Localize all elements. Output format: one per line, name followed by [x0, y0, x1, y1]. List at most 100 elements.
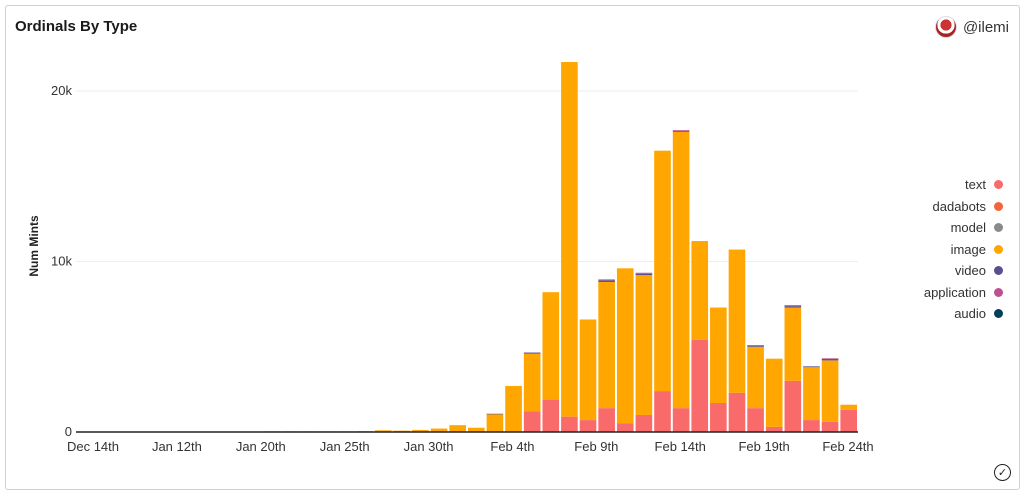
- bar-segment-text: [635, 414, 653, 432]
- bar-segment-image: [728, 249, 746, 393]
- bar-segment-application: [598, 279, 615, 281]
- bar-segment-image: [598, 281, 615, 409]
- bar-segment-video: [486, 413, 504, 415]
- bar-segment-text: [542, 399, 560, 432]
- bar-segment-image: [505, 385, 522, 432]
- bar-segment-image: [486, 414, 504, 432]
- check-circle-icon[interactable]: ✓: [994, 464, 1011, 481]
- legend-label: video: [954, 263, 986, 279]
- legend-dot-icon: [994, 309, 1003, 319]
- bar-segment-image: [747, 346, 764, 409]
- bar-segment-text: [710, 403, 727, 432]
- bar-segment-text: [691, 339, 709, 432]
- bar-segment-text: [616, 423, 634, 432]
- legend-item-video[interactable]: video: [924, 260, 1003, 282]
- bar-segment-image: [672, 131, 690, 409]
- bar-segment-text: [579, 420, 597, 432]
- y-axis-label: Num Mints: [27, 215, 41, 277]
- bar-segment-video: [784, 306, 802, 308]
- legend-item-text[interactable]: text: [924, 174, 1003, 196]
- bar-segment-text: [598, 408, 615, 432]
- bar-segment-image: [374, 430, 392, 432]
- user-avatar-icon: [934, 16, 957, 38]
- bar-segment-image: [784, 307, 802, 381]
- bar-segment-text: [747, 408, 764, 432]
- legend-label: image: [950, 241, 986, 257]
- legend-item-application[interactable]: application: [924, 282, 1003, 304]
- bar-segment-application: [821, 358, 839, 360]
- legend-label: application: [923, 284, 986, 300]
- x-tick-label: Dec 14th: [67, 439, 119, 454]
- bar-segment-text: [840, 409, 857, 432]
- bar-segment-image: [803, 367, 820, 421]
- chart-title: Ordinals By Type: [15, 18, 138, 35]
- bar-segment-text: [728, 392, 746, 432]
- chart-legend: text dadabots model image video applicat…: [924, 174, 1003, 325]
- legend-item-model[interactable]: model: [924, 217, 1003, 239]
- legend-dot-icon: [994, 266, 1003, 276]
- bar-segment-image: [840, 404, 857, 410]
- bar-segment-image: [542, 292, 560, 400]
- x-tick-label: Jan 30th: [404, 439, 454, 454]
- bar-segment-image: [710, 307, 727, 404]
- legend-label: audio: [954, 306, 986, 322]
- bar-segment-video: [635, 273, 653, 276]
- bar-segment-text: [784, 380, 802, 432]
- bar-segment-image: [654, 150, 671, 392]
- bar-segment-video: [821, 359, 839, 361]
- bar-segment-video: [747, 345, 764, 347]
- bar-segment-image: [821, 360, 839, 422]
- bar-segment-video: [672, 131, 690, 132]
- bar-segment-video: [803, 366, 820, 368]
- x-tick-label: Jan 12th: [152, 439, 202, 454]
- bar-segment-video: [598, 280, 615, 282]
- x-tick-label: Feb 14th: [655, 439, 706, 454]
- bar-segment-application: [672, 130, 690, 132]
- bar-segment-image: [468, 427, 485, 432]
- bar-segment-text: [523, 411, 541, 432]
- legend-dot-icon: [994, 244, 1003, 254]
- legend-dot-icon: [994, 223, 1003, 233]
- legend-label: model: [950, 220, 986, 236]
- legend-label: text: [965, 177, 986, 193]
- bar-segment-text: [803, 420, 820, 432]
- y-tick-label: 0: [65, 424, 72, 439]
- legend-label: dadabots: [932, 198, 987, 214]
- legend-dot-icon: [994, 201, 1003, 211]
- bar-segment-text: [821, 421, 839, 432]
- x-tick-label: Jan 20th: [236, 439, 286, 454]
- bar-segment-image: [561, 62, 578, 417]
- legend-dot-icon: [994, 287, 1003, 297]
- user-badge[interactable]: @ilemi: [934, 16, 1009, 38]
- legend-item-image[interactable]: image: [924, 239, 1003, 261]
- bar-segment-text: [672, 408, 690, 432]
- x-tick-label: Feb 24th: [822, 439, 873, 454]
- user-handle: @ilemi: [962, 18, 1009, 36]
- bar-segment-image: [412, 429, 429, 432]
- bar-segment-image: [635, 275, 653, 415]
- bar-segment-image: [765, 358, 783, 427]
- legend-dot-icon: [994, 180, 1003, 190]
- bar-segment-video: [523, 352, 541, 354]
- x-tick-label: Jan 25th: [320, 439, 370, 454]
- legend-item-dadabots[interactable]: dadabots: [924, 196, 1003, 218]
- bar-segment-image: [449, 425, 466, 432]
- x-tick-label: Feb 4th: [490, 439, 534, 454]
- x-tick-label: Feb 19th: [738, 439, 789, 454]
- bar-segment-application: [747, 345, 764, 346]
- legend-item-audio[interactable]: audio: [924, 303, 1003, 325]
- y-tick-label: 10k: [51, 254, 72, 269]
- bar-segment-text: [765, 426, 783, 432]
- y-tick-label: 20k: [51, 83, 72, 98]
- bar-segment-application: [784, 305, 802, 307]
- bar-segment-image: [691, 241, 709, 340]
- bar-segment-image: [523, 353, 541, 412]
- bar-segment-text: [654, 391, 671, 432]
- bar-segment-text: [561, 416, 578, 432]
- x-tick-label: Feb 9th: [574, 439, 618, 454]
- bar-segment-image: [430, 428, 448, 432]
- bar-segment-image: [616, 268, 634, 424]
- bar-segment-image: [579, 319, 597, 421]
- bar-segment-application: [635, 272, 653, 274]
